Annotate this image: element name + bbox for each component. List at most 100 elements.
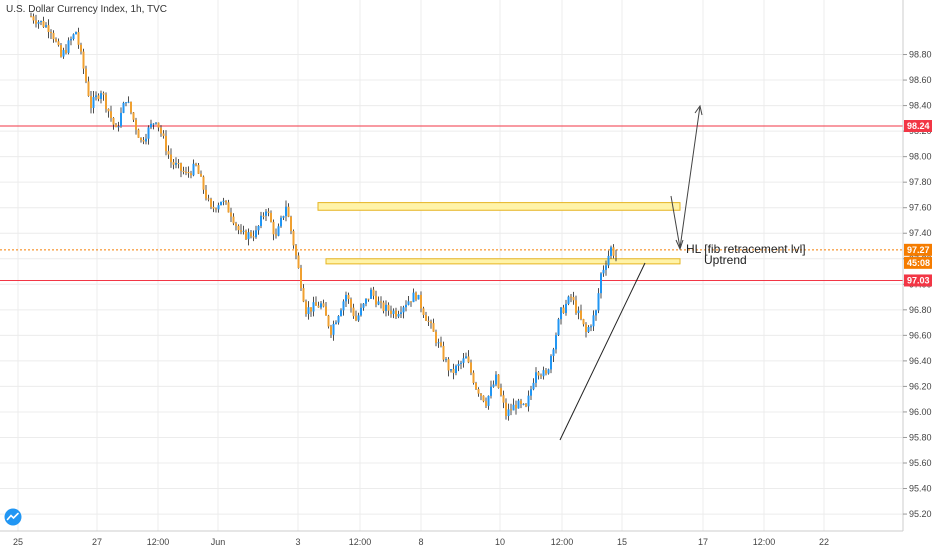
time-axis-label: Jun xyxy=(211,537,226,547)
time-axis-label: 8 xyxy=(418,537,423,547)
price-axis-label: 98.80 xyxy=(909,50,932,60)
candle-body xyxy=(130,101,132,113)
candle-body xyxy=(282,216,285,218)
candle-body xyxy=(447,359,450,371)
candle-body xyxy=(255,230,257,238)
candle-body xyxy=(615,255,617,257)
candle-body xyxy=(55,39,57,42)
price-axis-label: 97.40 xyxy=(909,228,932,238)
countdown-badge-text: 45:08 xyxy=(907,258,930,268)
candle-body xyxy=(325,306,327,316)
candle-body xyxy=(290,216,292,232)
candle-body xyxy=(200,173,202,177)
candle-body xyxy=(32,16,35,21)
candle-body xyxy=(107,108,110,112)
candle-body xyxy=(225,200,227,203)
candle-body xyxy=(490,386,492,396)
candle-body xyxy=(502,395,505,403)
chart-annotations: HL [fib retracement lvl]Uptrend xyxy=(686,242,806,267)
supply-demand-zone[interactable] xyxy=(325,258,681,265)
candle-body xyxy=(232,216,235,224)
price-badges: 98.24 97.03 97.27 45:08 xyxy=(904,120,932,287)
time-axis-label: 12:00 xyxy=(349,537,372,547)
candle-body xyxy=(337,316,340,323)
candle-body xyxy=(182,170,185,172)
candle-body xyxy=(600,273,602,294)
candle-body xyxy=(537,372,540,376)
candle-body xyxy=(587,326,590,332)
price-badge-red-text: 97.03 xyxy=(907,275,930,285)
candle-body xyxy=(62,50,65,57)
candle-body xyxy=(545,370,547,374)
time-axis-label: 22 xyxy=(819,537,829,547)
candle-body xyxy=(342,301,345,311)
candle-body xyxy=(157,122,160,128)
candle-body xyxy=(125,102,127,104)
candle-body xyxy=(35,20,37,24)
candle-body xyxy=(422,308,425,315)
candle-body xyxy=(260,215,262,226)
candle-body xyxy=(500,387,502,396)
candle-body xyxy=(250,232,252,237)
candle-body xyxy=(252,236,255,238)
uptrend-line[interactable] xyxy=(559,262,646,441)
price-axis-label: 97.60 xyxy=(909,203,932,213)
candle-body xyxy=(210,198,212,207)
candle-body xyxy=(425,314,427,321)
candle-body xyxy=(140,137,142,141)
candle-body xyxy=(95,95,97,97)
candle-body xyxy=(582,319,585,325)
candle-body xyxy=(440,342,442,346)
candle-body xyxy=(310,307,312,312)
candle-body xyxy=(277,226,280,236)
candle-body xyxy=(300,267,302,289)
candle-body xyxy=(150,123,152,128)
chart-title: U.S. Dollar Currency Index, 1h, TVC xyxy=(6,4,167,15)
candle-body xyxy=(187,171,190,174)
candle-body xyxy=(80,44,82,52)
trend-drawings[interactable] xyxy=(559,104,703,441)
price-zones[interactable] xyxy=(317,202,681,265)
candle-body xyxy=(332,323,335,335)
candle-body xyxy=(605,265,607,270)
candle-body xyxy=(237,225,240,231)
time-axis[interactable]: 25 27 12:00 Jun 3 12:00 8 10 12:00 15 17 12:00 22 xyxy=(0,530,903,547)
price-axis-label: 96.00 xyxy=(909,407,932,417)
candle-body xyxy=(197,165,200,174)
time-axis-label: 12:00 xyxy=(753,537,776,547)
candle-body xyxy=(555,335,557,350)
candle-body xyxy=(307,307,310,315)
candle-body xyxy=(145,138,147,142)
candle-body xyxy=(550,355,552,370)
candle-body xyxy=(562,307,565,313)
candle-body xyxy=(507,409,510,416)
candle-body xyxy=(405,304,407,308)
candle-body xyxy=(160,127,162,134)
candle-body xyxy=(517,400,520,409)
candle-body xyxy=(222,200,225,202)
price-axis-label: 95.80 xyxy=(909,432,932,442)
candle-body xyxy=(142,140,145,142)
candle-body xyxy=(155,122,157,124)
candle-body xyxy=(415,292,417,300)
candle-body xyxy=(280,217,282,227)
candle-body xyxy=(322,303,325,307)
candle-body xyxy=(382,302,385,311)
candle-body xyxy=(485,401,487,406)
candle-body xyxy=(172,162,175,165)
candle-body xyxy=(417,294,420,300)
candle-body xyxy=(457,363,460,366)
candle-body xyxy=(505,402,507,416)
projection-arrow[interactable] xyxy=(670,105,701,249)
candle-body xyxy=(305,301,307,315)
candle-body xyxy=(412,292,415,303)
candlestick-series xyxy=(30,12,617,421)
candle-body xyxy=(185,171,187,173)
candle-body xyxy=(525,403,527,407)
supply-demand-zone[interactable] xyxy=(317,202,681,211)
candle-body xyxy=(470,362,472,373)
hl-annotation-label: HL [fib retracement lvl] xyxy=(686,242,806,256)
candle-body xyxy=(522,403,525,405)
candle-body xyxy=(432,323,435,332)
